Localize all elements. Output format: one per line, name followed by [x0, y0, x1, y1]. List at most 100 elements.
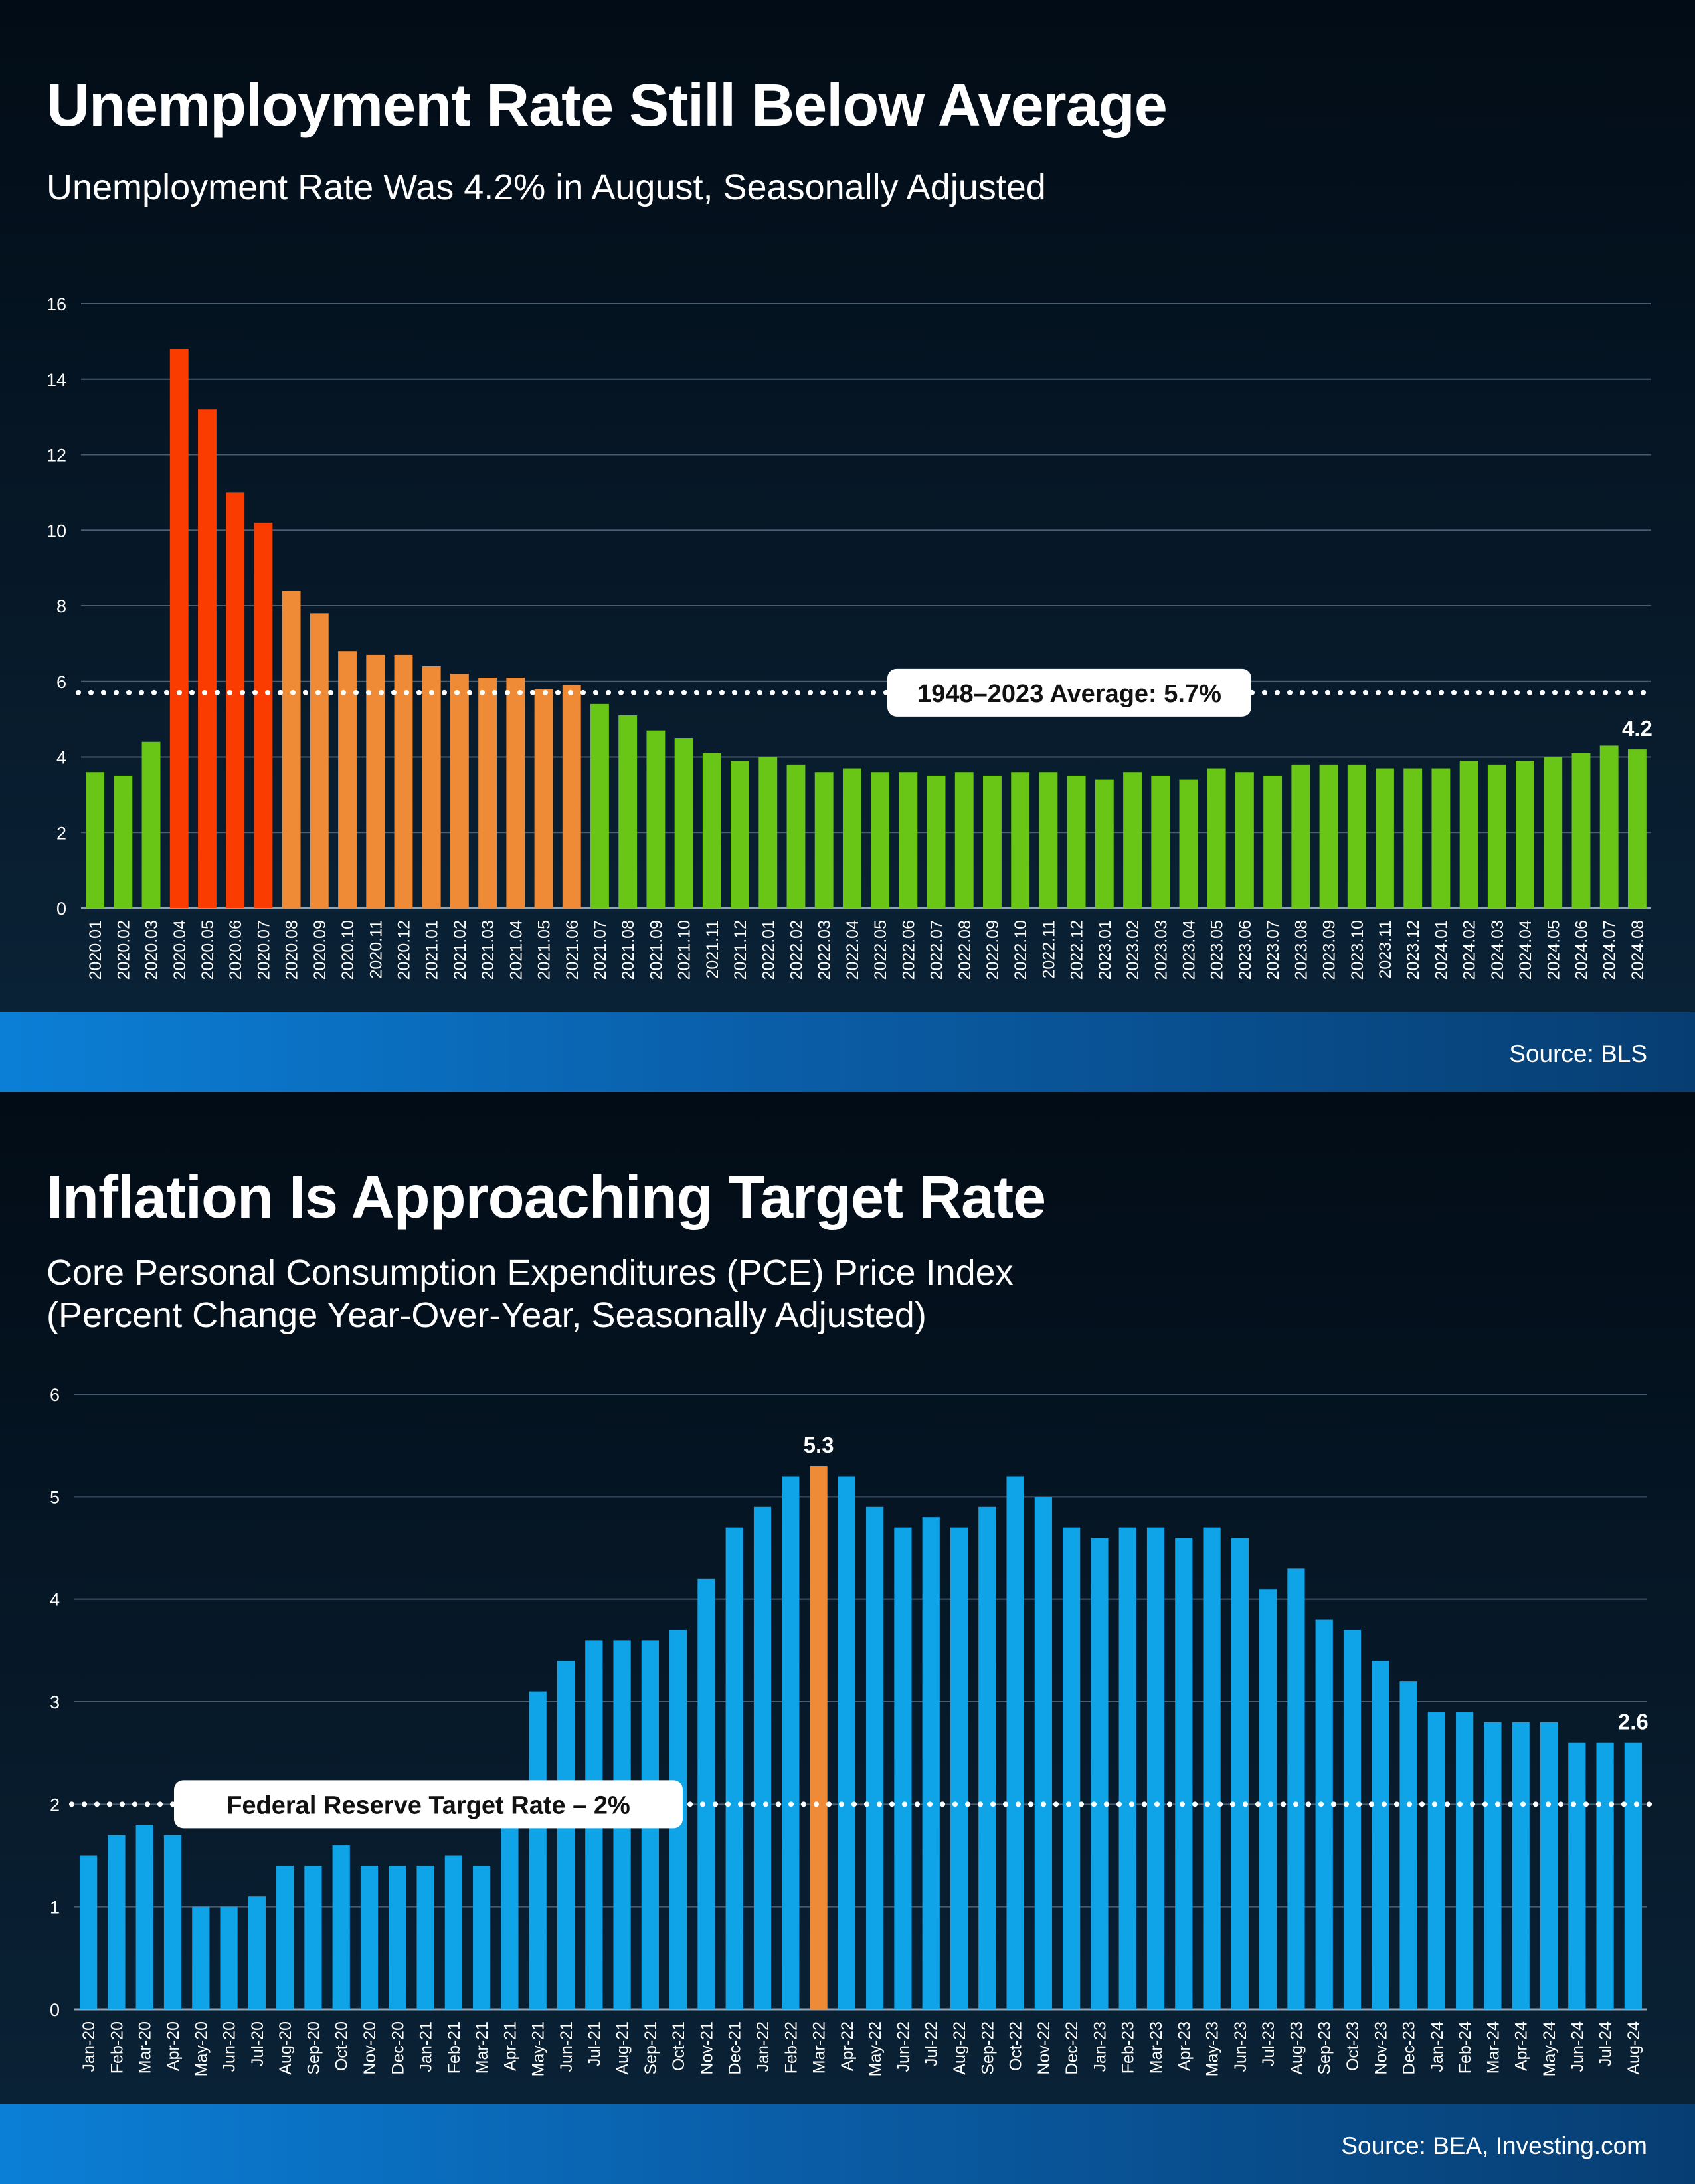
x-tick-label: 2020.08 — [283, 920, 302, 980]
bar — [1544, 757, 1563, 908]
x-tick-label: 2020.10 — [339, 920, 357, 980]
bar — [1095, 779, 1114, 908]
x-tick-label: Aug-21 — [614, 2021, 632, 2075]
x-tick-label: 2023.04 — [1180, 920, 1198, 980]
x-tick-label: Sep-22 — [978, 2021, 997, 2075]
x-tick-label: Jul-23 — [1259, 2021, 1278, 2066]
bar — [1011, 772, 1030, 908]
x-tick-label: 2023.09 — [1320, 920, 1339, 980]
bar — [1207, 768, 1226, 908]
x-tick-label: 2023.10 — [1348, 920, 1367, 980]
y-tick-label: 4 — [50, 1590, 60, 1610]
x-tick-label: Jan-21 — [417, 2021, 436, 2072]
bar — [1315, 1619, 1333, 2009]
x-tick-label: Dec-21 — [726, 2021, 745, 2075]
x-tick-label: 2023.12 — [1404, 920, 1423, 980]
y-tick-label: 3 — [50, 1692, 60, 1712]
x-tick-label: 2021.03 — [479, 920, 497, 980]
x-tick-label: Mar-20 — [136, 2021, 155, 2074]
bar — [416, 1865, 434, 2009]
bar — [1151, 775, 1170, 908]
x-tick-label: Jan-20 — [80, 2021, 98, 2072]
bar — [725, 1527, 743, 2009]
x-tick-label: Nov-22 — [1035, 2021, 1053, 2075]
x-tick-label: 2023.07 — [1264, 920, 1283, 980]
bar — [702, 753, 721, 908]
x-tick-label: Jan-24 — [1428, 2021, 1447, 2072]
x-tick-label: 2022.09 — [984, 920, 1002, 980]
x-tick-label: 2021.01 — [423, 920, 442, 980]
bar — [389, 1865, 406, 2009]
x-tick-label: Mar-22 — [810, 2021, 829, 2074]
x-tick-label: 2021.05 — [535, 920, 554, 980]
bar — [338, 651, 357, 908]
x-tick-label: Jul-20 — [248, 2021, 267, 2066]
bar — [198, 409, 217, 908]
bar — [922, 1517, 940, 2009]
x-tick-label: 2023.06 — [1236, 920, 1255, 980]
x-tick-label: Jun-21 — [557, 2021, 576, 2072]
bar — [753, 1506, 772, 2009]
x-tick-label: Mar-24 — [1484, 2021, 1502, 2074]
bar — [506, 678, 525, 908]
x-tick-label: Jul-22 — [923, 2021, 941, 2066]
x-tick-label: 2020.02 — [114, 920, 133, 980]
x-tick-label: Mar-23 — [1147, 2021, 1166, 2074]
reference-label-box — [174, 1780, 683, 1829]
y-tick-label: 6 — [50, 1385, 60, 1405]
x-tick-label: Feb-24 — [1456, 2021, 1474, 2074]
x-tick-label: Aug-22 — [950, 2021, 969, 2075]
x-tick-label: 2022.02 — [787, 920, 806, 980]
bar — [758, 757, 778, 908]
bar — [1459, 761, 1478, 908]
bar — [1487, 764, 1506, 908]
x-tick-label: May-23 — [1204, 2021, 1222, 2076]
bar — [814, 772, 834, 908]
y-tick-label: 1 — [50, 1898, 60, 1918]
x-tick-label: Feb-23 — [1119, 2021, 1138, 2074]
bar — [1516, 761, 1534, 908]
bar — [422, 666, 441, 908]
x-tick-label: 2024.07 — [1601, 920, 1619, 980]
bar — [1179, 779, 1198, 908]
bar — [108, 1835, 126, 2009]
bar — [782, 1476, 800, 2009]
x-tick-label: Apr-21 — [501, 2021, 519, 2071]
x-tick-label: Apr-20 — [164, 2021, 183, 2071]
chart-subtitle-line-2: (Percent Change Year-Over-Year, Seasonal… — [46, 1295, 927, 1335]
bar — [1571, 753, 1591, 908]
x-tick-label: 2024.02 — [1461, 920, 1479, 980]
y-tick-label: 6 — [56, 672, 66, 692]
x-tick-label: Nov-20 — [361, 2021, 379, 2075]
bar — [310, 613, 329, 908]
bar — [894, 1527, 912, 2009]
x-tick-label: 2020.07 — [254, 920, 273, 980]
x-tick-label: Dec-20 — [389, 2021, 407, 2075]
x-tick-label: 2020.01 — [86, 920, 105, 980]
bar — [360, 1865, 379, 2009]
x-tick-label: Aug-24 — [1625, 2021, 1643, 2075]
x-tick-label: May-24 — [1540, 2021, 1559, 2076]
y-tick-label: 10 — [46, 521, 66, 541]
bar — [1067, 775, 1086, 908]
bar — [618, 715, 638, 908]
bar — [983, 775, 1002, 908]
x-tick-label: 2024.03 — [1488, 920, 1507, 980]
bar — [332, 1845, 350, 2009]
reference-label-box — [887, 668, 1251, 717]
bar — [1259, 1589, 1277, 2009]
x-tick-label: Sep-21 — [642, 2021, 660, 2075]
x-tick-label: 2021.02 — [451, 920, 470, 980]
bar — [226, 492, 245, 908]
x-tick-label: 2021.04 — [507, 920, 525, 980]
x-tick-label: 2022.01 — [759, 920, 778, 980]
x-tick-label: Oct-22 — [1007, 2021, 1026, 2071]
bar — [1376, 768, 1394, 908]
bar — [1456, 1712, 1474, 2009]
source-label: Source: BLS — [1509, 1040, 1647, 1067]
x-tick-label: 2020.03 — [143, 920, 161, 980]
bar — [220, 1906, 238, 2009]
x-tick-label: Jan-22 — [754, 2021, 772, 2072]
x-tick-label: 2022.11 — [1039, 920, 1058, 979]
y-tick-label: 2 — [56, 823, 66, 843]
